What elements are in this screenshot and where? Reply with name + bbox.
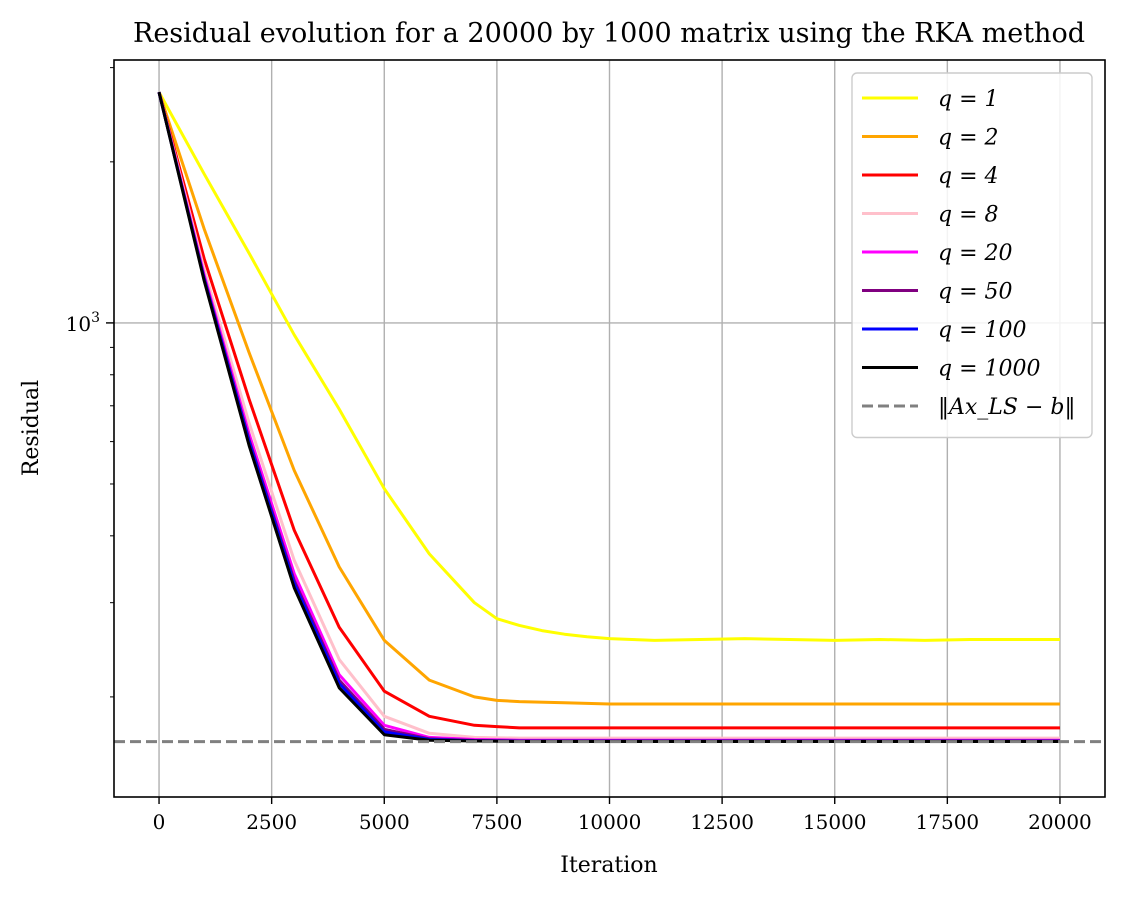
x-tick-label: 17500 (916, 810, 980, 834)
y-tick-base: 10 (66, 312, 91, 336)
y-tick-exponent: 3 (91, 310, 100, 326)
legend-label-1: q = 2 (938, 126, 999, 151)
x-tick-label: 5000 (359, 810, 410, 834)
chart-title: Residual evolution for a 20000 by 1000 m… (133, 18, 1085, 49)
x-axis-ticks: 0 2500 5000 7500 10000 12500 15000 17500 20000 (153, 797, 1092, 834)
legend: q = 1 q = 2 q = 4 q = 8 q = 20 q = 50 q = 100 q… (851, 72, 1093, 439)
x-tick-label: 7500 (471, 810, 522, 834)
x-tick-label: 15000 (803, 810, 867, 834)
y-axis-ticks: 103 (66, 67, 114, 698)
series-line-1 (157, 91, 1060, 706)
x-tick-label: 2500 (246, 810, 297, 834)
x-axis-label: Iteration (560, 853, 657, 878)
series-line-2 (157, 91, 1060, 730)
legend-label-0: q = 1 (938, 87, 999, 112)
legend-label-6: q = 100 (938, 318, 1027, 343)
series-lines (114, 91, 1105, 744)
legend-box (851, 72, 1093, 439)
legend-label-8: ‖Ax_LS − b‖ (938, 395, 1075, 420)
legend-label-7: q = 1000 (938, 357, 1041, 382)
plot-area: 0 2500 5000 7500 10000 12500 15000 17500 20000 10… (66, 59, 1106, 834)
series-line-0 (157, 91, 1060, 642)
series-line-3 (157, 91, 1060, 740)
legend-label-4: q = 20 (938, 241, 1013, 266)
legend-label-3: q = 8 (938, 203, 999, 228)
x-tick-label: 12500 (690, 810, 754, 834)
y-tick-label: 103 (66, 310, 100, 336)
legend-label-5: q = 50 (938, 280, 1013, 305)
legend-label-2: q = 4 (938, 164, 999, 189)
x-tick-label: 0 (153, 810, 166, 834)
x-tick-label: 10000 (578, 810, 642, 834)
y-axis-label: Residual (19, 380, 44, 476)
x-tick-label: 20000 (1028, 810, 1092, 834)
